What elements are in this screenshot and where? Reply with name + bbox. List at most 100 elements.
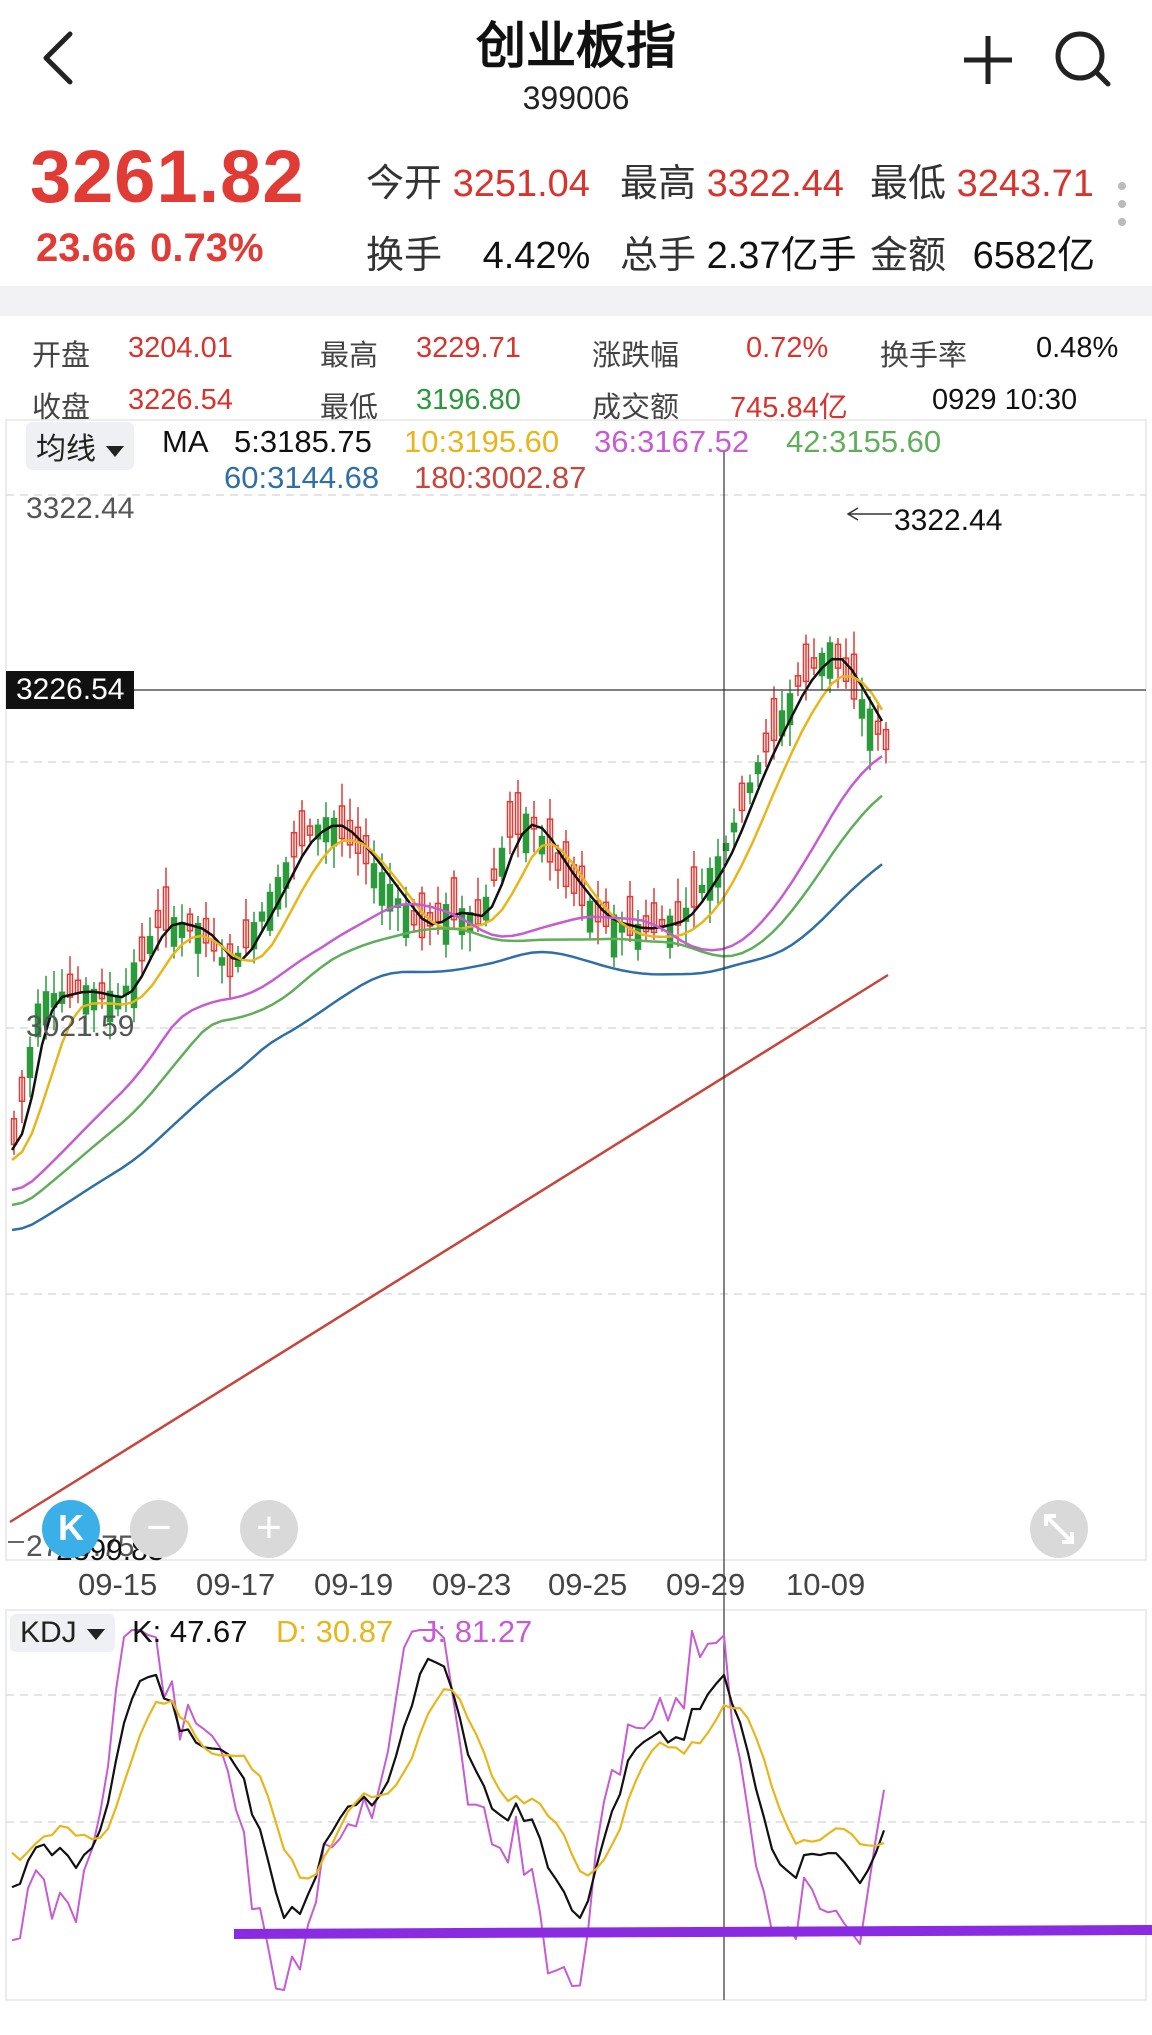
low-label: 最低 [870,163,947,205]
candle [698,884,706,894]
candle [754,762,762,775]
candle [706,868,714,901]
bar-open-label: 开盘 [32,340,91,372]
quote-turnover: 换手 4.42% [366,224,590,279]
candle [834,643,842,669]
candle [330,817,338,847]
kdj-panel-frame [5,1609,1147,2001]
ma36-line [11,755,883,1192]
kline-logo-button[interactable]: K [42,1500,100,1558]
change-value: 23.66 [36,226,137,270]
kdj-j: J: 81.27 [422,1614,533,1649]
candle [858,699,866,719]
candle [386,884,394,912]
low-value: 3243.71 [956,163,1094,205]
candle [842,657,850,683]
axis-top: 3322.44 [26,492,135,525]
zoom-in-button[interactable]: + [240,1500,298,1558]
back-icon[interactable] [28,26,92,90]
candle [682,907,690,922]
candle [10,1118,18,1146]
kdj-d-line [11,1688,885,1880]
candle [794,675,802,687]
price-change: 23.66 0.73% [36,226,278,271]
date-label: 09-25 [548,1567,628,1602]
current-price: 3261.82 [30,135,305,218]
kdj-j-line [11,1629,885,1991]
candle [866,708,874,751]
ma-10: 10:3195.60 [404,424,560,459]
add-icon[interactable] [956,28,1020,92]
amount-value: 6582亿 [972,235,1096,277]
candle [98,982,106,1000]
kdj-k: K: 47.67 [132,1614,248,1649]
ma-60: 60:3144.68 [224,460,380,495]
candle [482,896,490,921]
date-label: 09-15 [78,1567,158,1602]
ma5-line [10,657,884,1151]
date-label: 09-17 [196,1567,276,1602]
candle [442,904,450,945]
candle [410,910,418,926]
turnover-label: 换手 [366,235,443,277]
kdj-k-line [11,1657,886,1920]
open-value: 3251.04 [452,163,590,205]
candle [178,921,186,938]
bar-amount-value: 745.84亿 [730,392,848,424]
candle [338,805,346,840]
bar-amount-label: 成交额 [592,392,680,424]
bar-turnover-value: 0.48% [1036,332,1119,364]
candle [674,901,682,926]
candle [634,923,642,950]
candle [498,847,506,877]
ma-selector[interactable]: 均线 [26,422,134,470]
bar-low-val: 3196.80 [416,384,521,417]
zoom-out-button[interactable]: − [130,1500,188,1558]
ma180-line [9,973,889,1524]
bar-datetime: 0929 10:30 [932,384,1077,417]
search-icon[interactable] [1050,26,1114,90]
candle [690,866,698,908]
candle [146,935,154,954]
bar-chgpct-val: 0.72% [746,332,828,365]
candle [274,877,282,910]
bar-datetime-value: 0929 10:30 [932,384,1078,416]
candle [506,801,514,838]
amount-label: 金额 [870,235,947,277]
candle [34,1003,42,1038]
bar-high: 最高 [320,332,378,374]
date-label: 09-29 [666,1567,746,1602]
chevron-down-icon [86,1628,105,1640]
stock-code: 399006 [522,80,630,116]
candle [250,922,258,950]
bar-open-val: 3204.01 [128,332,233,365]
bar-chgpct-value: 0.72% [746,332,829,364]
price-panel-frame [5,419,1147,1561]
ma-42: 42:3155.60 [786,424,942,459]
date-label: 09-19 [314,1567,394,1602]
bar-high-val: 3229.71 [416,332,521,365]
axis-mid: 3021.59 [26,1010,135,1043]
candle [106,990,114,1023]
bar-open: 开盘 [32,332,90,374]
candle [186,913,194,932]
candle [162,886,170,931]
bar-amount: 成交额 [592,384,679,426]
more-icon[interactable] [1114,180,1130,228]
high-label: 最高 [620,163,697,205]
section-divider [0,286,1152,316]
kdj-selector[interactable]: KDJ [10,1614,115,1652]
support-marker-line [233,1925,1152,1939]
max-annotation: 3322.44 [894,504,1003,537]
candle [26,1046,34,1078]
candle [170,917,178,947]
candle [394,898,402,908]
candle [658,918,666,927]
candle [82,985,90,1015]
expand-icon[interactable] [1030,1500,1088,1558]
candle [474,899,482,925]
open-label: 今开 [366,163,443,205]
volume-label: 总手 [620,235,697,277]
candle [298,810,306,847]
